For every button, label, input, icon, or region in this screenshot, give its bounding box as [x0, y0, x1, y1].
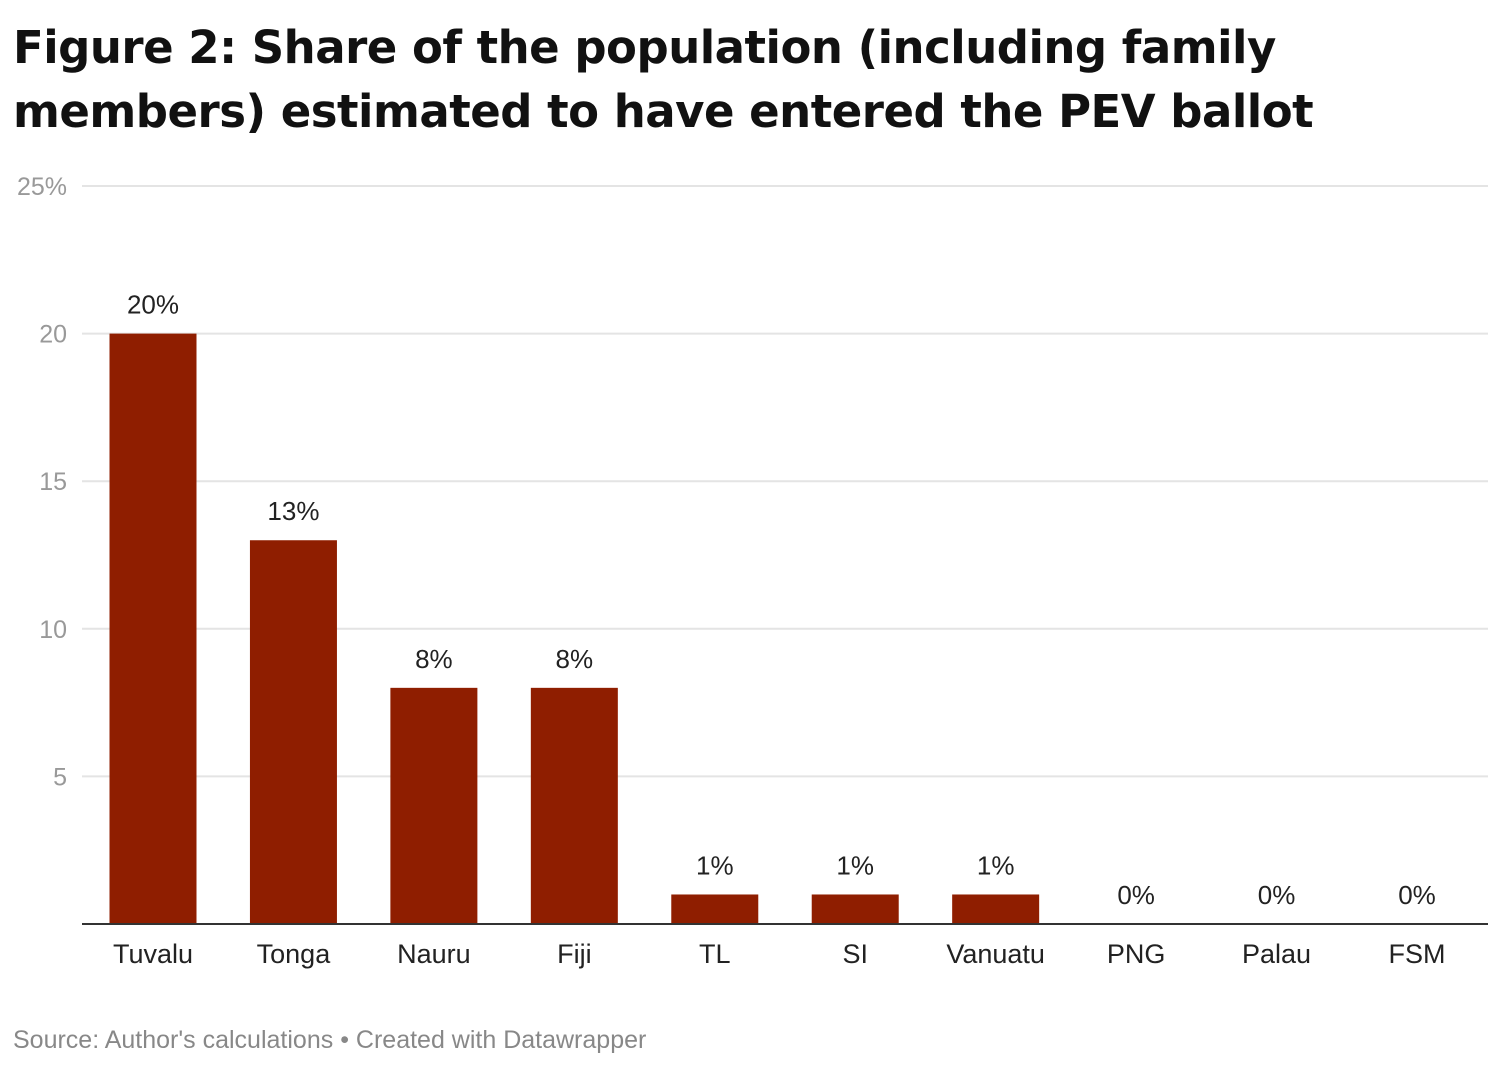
- bars: [109, 333, 1040, 925]
- data-label: 1%: [696, 850, 734, 880]
- y-tick-label: 25%: [17, 173, 67, 201]
- footer: Source: Author's calculations • Created …: [13, 1026, 646, 1055]
- bar: [952, 894, 1040, 924]
- data-label: 13%: [267, 496, 319, 526]
- bar: [249, 540, 337, 924]
- x-tick-labels: Tuvalu Tonga Nauru Fiji TL SI Vanuatu PNG Palau F…: [113, 939, 1446, 969]
- y-tick-label: 10: [39, 616, 67, 644]
- data-label: 8%: [415, 644, 453, 674]
- bar: [109, 333, 197, 925]
- chart-title: Figure 2: Share of the population (inclu…: [13, 21, 1314, 138]
- footer-separator: •: [340, 1026, 349, 1054]
- y-tick-label: 20: [39, 321, 67, 349]
- x-tick-label: Tuvalu: [113, 939, 193, 969]
- x-tick-label: Nauru: [397, 939, 471, 969]
- data-label: 8%: [556, 644, 594, 674]
- gridlines: 5 10 15 20 25%: [17, 173, 1488, 791]
- bar: [671, 894, 759, 924]
- bar: [390, 687, 478, 924]
- x-tick-label: Vanuatu: [946, 939, 1045, 969]
- credit-link[interactable]: Created with Datawrapper: [355, 1026, 647, 1054]
- data-label: 20%: [127, 290, 179, 320]
- data-label: 0%: [1117, 880, 1155, 910]
- x-tick-label: Tonga: [257, 939, 332, 969]
- data-label: 0%: [1258, 880, 1296, 910]
- bar: [530, 687, 618, 924]
- data-label: 1%: [836, 850, 874, 880]
- x-tick-label: Palau: [1242, 939, 1311, 969]
- x-tick-label: TL: [699, 939, 731, 969]
- source-note: Source: Author's calculations: [13, 1026, 334, 1054]
- bar: [811, 894, 899, 924]
- x-tick-label: PNG: [1107, 939, 1166, 969]
- x-tick-label: FSM: [1389, 939, 1446, 969]
- x-tick-label: Fiji: [557, 939, 592, 969]
- y-tick-label: 5: [53, 763, 67, 791]
- data-label: 1%: [977, 850, 1015, 880]
- data-labels: 20% 13% 8% 8% 1% 1% 1% 0% 0% 0%: [127, 290, 1436, 910]
- data-label: 0%: [1398, 880, 1436, 910]
- x-tick-label: SI: [842, 939, 868, 969]
- y-tick-label: 15: [39, 468, 67, 496]
